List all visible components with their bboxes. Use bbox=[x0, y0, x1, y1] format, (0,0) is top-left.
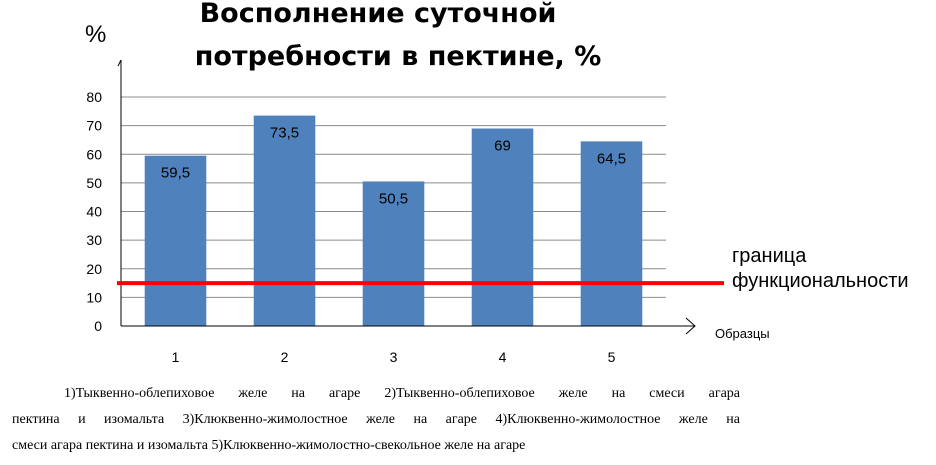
y-tick-label: 10 bbox=[86, 289, 102, 305]
y-tick-label: 50 bbox=[86, 175, 102, 191]
caption-line: смеси агара пектина и изомальта 5)Клюкве… bbox=[12, 438, 526, 453]
chart-title-line-2: потребности в пектине, % bbox=[195, 41, 602, 72]
bars bbox=[144, 115, 643, 326]
y-tick-label: 30 bbox=[86, 232, 102, 248]
y-axis-label: % bbox=[85, 21, 106, 48]
x-tick-label: 1 bbox=[172, 349, 180, 365]
y-tick-label: 70 bbox=[86, 118, 102, 134]
x-tick-label: 3 bbox=[390, 349, 398, 365]
x-tick-label: 2 bbox=[281, 349, 289, 365]
data-label: 73,5 bbox=[270, 125, 299, 142]
y-tick-label: 20 bbox=[86, 261, 102, 277]
data-label: 50,5 bbox=[379, 190, 408, 207]
bar bbox=[580, 141, 643, 326]
y-tick-labels: 0 10 20 30 40 50 60 70 80 bbox=[86, 89, 102, 334]
chart: Восполнение суточной потребности в пекти… bbox=[85, 0, 909, 365]
y-tick-label: 60 bbox=[86, 146, 102, 162]
y-tick-label: 0 bbox=[94, 318, 102, 334]
x-tick-label: 5 bbox=[608, 349, 616, 365]
bar bbox=[253, 115, 316, 326]
x-axis-label: Образцы bbox=[715, 326, 770, 341]
bar bbox=[144, 155, 207, 326]
x-tick-label: 4 bbox=[499, 349, 507, 365]
data-label: 69 bbox=[494, 137, 511, 154]
y-tick-label: 80 bbox=[86, 89, 102, 105]
x-tick-labels: 1 2 3 4 5 bbox=[172, 349, 616, 365]
caption: 1)Тыквенно-облепиховое желе на агаре 2)Т… bbox=[12, 381, 740, 459]
caption-line: 1)Тыквенно-облепиховое желе на агаре 2)Т… bbox=[64, 386, 740, 401]
y-tick-label: 40 bbox=[86, 204, 102, 220]
data-label: 64,5 bbox=[597, 150, 626, 167]
bar bbox=[471, 128, 534, 326]
threshold-label-line-1: граница bbox=[732, 245, 807, 267]
threshold-label-line-2: функциональности bbox=[732, 270, 909, 292]
x-axis-arrow bbox=[685, 317, 696, 335]
chart-title: Восполнение суточной потребности в пекти… bbox=[195, 0, 602, 72]
bar bbox=[362, 181, 425, 326]
y-axis-arrow bbox=[117, 59, 122, 67]
chart-title-line-1: Восполнение суточной bbox=[200, 0, 557, 29]
data-label: 59,5 bbox=[161, 165, 190, 182]
data-labels: 59,5 73,5 50,5 69 64,5 bbox=[161, 125, 626, 208]
caption-line: пектина и изомальта 3)Клюквенно-жимолост… bbox=[12, 412, 740, 427]
